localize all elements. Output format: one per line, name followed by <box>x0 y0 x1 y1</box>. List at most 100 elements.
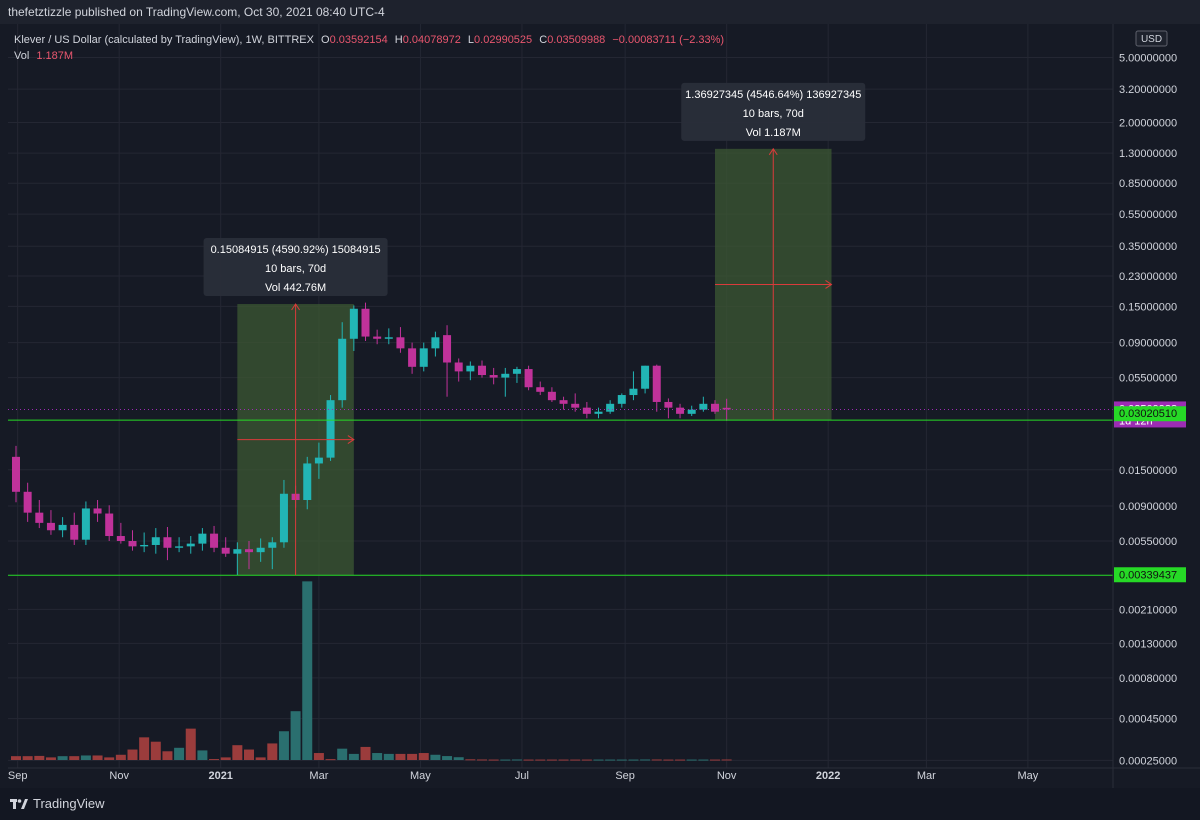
price-tag-lower-level-bg <box>1114 567 1186 583</box>
tradingview-logo[interactable]: TradingView <box>10 796 105 811</box>
candle-body <box>128 541 137 547</box>
price-tick-label: 0.35000000 <box>1119 241 1177 253</box>
close-value: 0.03509988 <box>547 34 605 46</box>
volume-bar <box>127 749 138 760</box>
horizontal-levels <box>8 408 1113 576</box>
price-tick-label: 0.00550000 <box>1119 536 1177 548</box>
candle-body <box>652 365 661 402</box>
candle-body <box>582 407 591 414</box>
volume-bar <box>372 753 383 760</box>
candle-body <box>641 365 650 389</box>
time-tick-label: Sep <box>8 770 27 782</box>
volume-bar <box>395 753 406 760</box>
volume-bar <box>325 759 336 761</box>
candle-body <box>676 407 685 414</box>
volume-bar <box>185 728 196 760</box>
price-tick-label: 0.00130000 <box>1119 638 1177 650</box>
time-tick-label: Mar <box>309 770 328 782</box>
candle-body <box>664 401 673 408</box>
volume-bar <box>302 581 313 760</box>
price-tick-label: 0.09000000 <box>1119 338 1177 350</box>
volume-bar <box>290 711 301 760</box>
volume-bar <box>57 756 68 760</box>
volume-bar <box>721 759 732 761</box>
open-value: 0.03592154 <box>330 34 388 46</box>
volume-bar <box>698 759 709 761</box>
volume-bar <box>453 757 464 760</box>
candle-body <box>396 337 405 349</box>
chart-area[interactable]: 5.00000000 3.20000000 2.00000000 1.30000000… <box>8 24 1200 788</box>
time-tick-label: May <box>1017 770 1038 782</box>
measure-tooltip-1 <box>203 238 388 297</box>
volume-bar <box>558 759 569 761</box>
price-tick-label: 0.05500000 <box>1119 373 1177 385</box>
symbol-name: Klever / US Dollar (calculated by Tradin… <box>14 34 315 46</box>
volume-bar <box>255 757 266 760</box>
volume-bar <box>442 756 453 760</box>
volume-bar <box>45 757 56 760</box>
price-tick-label: 0.55000000 <box>1119 209 1177 221</box>
candle-body <box>338 338 347 401</box>
candle-body <box>326 400 335 458</box>
volume-bar <box>675 759 686 761</box>
candle-body <box>221 547 230 554</box>
volume-bar <box>209 759 220 761</box>
volume-bar <box>593 759 604 761</box>
grid-lines <box>8 24 1113 768</box>
candle-body <box>175 546 184 548</box>
price-tick-label: 0.00025000 <box>1119 755 1177 767</box>
volume-bar <box>710 759 720 761</box>
high-label: H <box>395 34 403 46</box>
candle-body <box>198 533 207 544</box>
volume-bar <box>477 759 487 761</box>
measure-arrow-right-1 <box>347 435 355 444</box>
measure-tooltip-2 <box>681 82 866 141</box>
candle-body <box>571 403 580 408</box>
candle-body <box>722 407 731 410</box>
time-tick-label: Sep <box>615 770 635 782</box>
volume-bar <box>115 754 126 760</box>
volume-bar <box>220 757 231 760</box>
volume-bar <box>488 759 499 761</box>
volume-bar <box>162 751 173 760</box>
candle-body <box>478 365 486 376</box>
low-label: L <box>468 34 474 46</box>
volume-value: 1.187M <box>36 50 73 62</box>
price-chart[interactable]: 5.00000000 3.20000000 2.00000000 1.30000000… <box>8 24 1200 788</box>
candle-body <box>629 388 638 396</box>
measure-tooltip-1-line2: 10 bars, 70d <box>265 263 326 275</box>
price-tag-upper-level: 0.03020510 <box>1119 408 1177 420</box>
volume-bar <box>651 759 662 761</box>
candle-body <box>105 513 114 537</box>
price-tick-label: 0.23000000 <box>1119 271 1177 283</box>
candle-body <box>233 549 242 554</box>
price-tick-label: 0.85000000 <box>1119 178 1177 190</box>
time-tick-label: Nov <box>109 770 129 782</box>
volume-bar <box>360 746 371 760</box>
candle-body <box>547 391 556 401</box>
candle-body <box>81 508 90 540</box>
volume-bar <box>605 759 616 761</box>
candle-body <box>210 533 219 548</box>
candle-body <box>687 409 696 414</box>
time-axis: Sep Nov 2021 Mar May Jul Sep Nov 2022 Mar May <box>8 767 1200 782</box>
volume-bar <box>430 754 441 760</box>
time-tick-label: May <box>410 770 431 782</box>
candle-body <box>12 456 20 492</box>
volume-bar <box>465 759 476 761</box>
volume-bar <box>523 759 534 761</box>
candle-body <box>46 522 55 531</box>
candle-body <box>58 524 67 531</box>
candle-body <box>466 365 475 372</box>
price-tick-label: 2.00000000 <box>1119 118 1177 130</box>
candle-body <box>606 403 615 412</box>
candle-body <box>501 373 510 378</box>
candle-body <box>163 537 172 548</box>
candle-body <box>93 508 102 514</box>
price-tick-label: 0.00045000 <box>1119 714 1177 726</box>
candle-body <box>559 400 568 404</box>
candle-body <box>443 335 452 363</box>
candle-body <box>186 543 195 547</box>
measure-tooltip-2-line2: 10 bars, 70d <box>743 108 804 120</box>
volume-bar <box>244 749 254 760</box>
